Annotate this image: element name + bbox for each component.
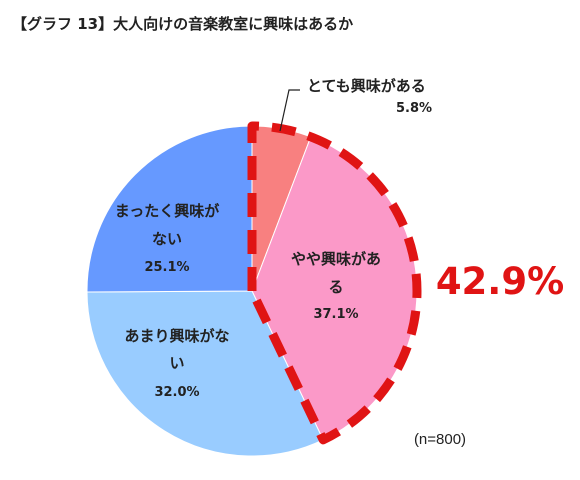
- slice-label-not-very-interested-line2: い: [169, 354, 184, 372]
- pie-slices: [86, 125, 418, 457]
- slice-label-not-interested-line2: ない: [152, 230, 182, 248]
- pie-slice-not-interested: [86, 125, 253, 293]
- slice-percent-very-interested: 5.8%: [396, 101, 432, 116]
- callout-leader-line: [279, 89, 300, 132]
- chart-title: 【グラフ 13】大人向けの音楽教室に興味はあるか: [12, 15, 353, 33]
- pie-slice-not-very-interested: [86, 290, 324, 457]
- slice-label-very-interested: とても興味がある: [307, 77, 426, 95]
- highlight-total-label: 42.9%: [436, 260, 564, 303]
- slice-label-not-interested: まったく興味が: [115, 202, 220, 220]
- slice-label-somewhat-interested: やや興味があ: [291, 250, 381, 268]
- slice-label-somewhat-interested-line2: る: [328, 278, 343, 296]
- slice-percent-somewhat-interested: 37.1%: [313, 307, 358, 322]
- slice-label-not-very-interested: あまり興味がな: [124, 327, 229, 345]
- slice-percent-not-very-interested: 32.0%: [154, 385, 199, 400]
- slice-percent-not-interested: 25.1%: [144, 260, 189, 275]
- highlight-dashed-outline: [247, 121, 422, 445]
- sample-size-note: (n=800): [414, 431, 466, 448]
